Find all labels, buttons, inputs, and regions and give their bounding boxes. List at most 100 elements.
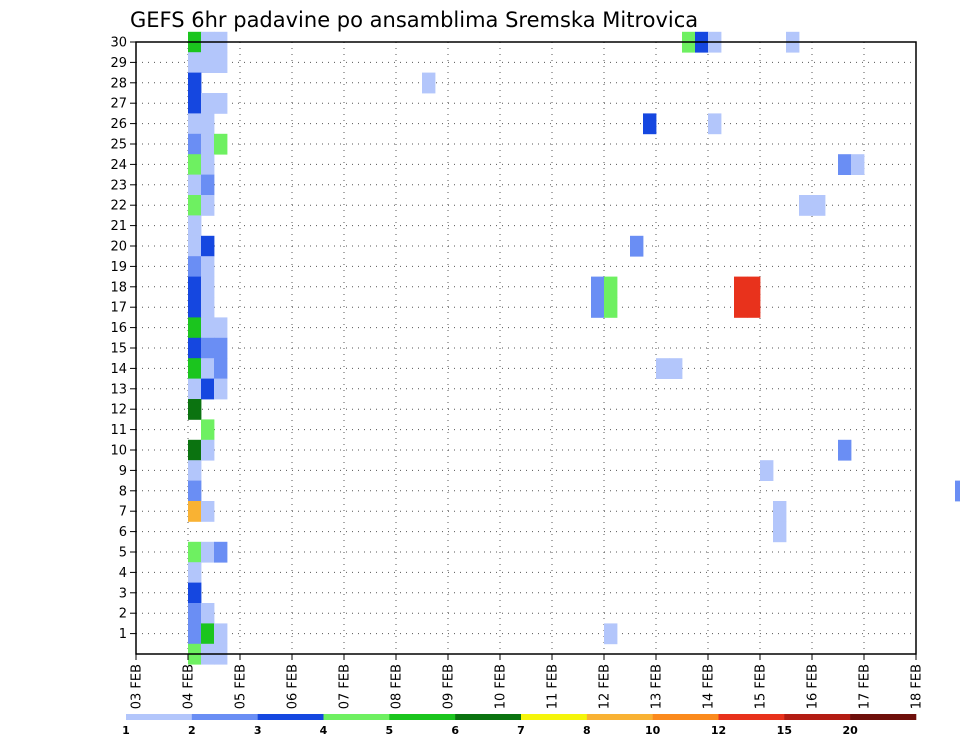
precip-cell <box>201 235 215 257</box>
precip-cell <box>188 562 202 583</box>
x-tick-label: 11 FEB <box>546 664 561 709</box>
precip-cell <box>188 215 202 237</box>
colorbar-level-label: 12 <box>711 724 726 737</box>
y-tick-label: 15 <box>110 342 127 357</box>
y-tick-label: 23 <box>110 178 127 193</box>
precip-cell <box>773 501 787 522</box>
precip-cell <box>188 317 202 339</box>
precip-cell <box>604 276 618 298</box>
y-tick-label: 6 <box>119 525 127 540</box>
precip-cell <box>201 623 215 645</box>
precip-cell <box>773 521 787 543</box>
x-tick-label: 15 FEB <box>754 664 769 709</box>
y-tick-label: 29 <box>110 56 127 71</box>
precip-cell <box>188 501 202 522</box>
colorbar-level-label: 7 <box>517 724 525 737</box>
y-tick-label: 22 <box>110 199 127 214</box>
precip-cell <box>214 337 228 359</box>
chart-title: GEFS 6hr padavine po ansamblima Sremska … <box>130 8 698 32</box>
y-tick-label: 30 <box>110 36 127 51</box>
precip-cell <box>188 195 202 216</box>
y-tick-label: 14 <box>110 362 127 377</box>
precip-cell <box>188 480 202 502</box>
y-tick-label: 7 <box>119 505 127 520</box>
x-tick-label: 10 FEB <box>494 664 509 709</box>
colorbar-segment <box>586 714 653 720</box>
precip-cell <box>838 439 852 461</box>
precip-cell <box>188 358 202 379</box>
precip-cell <box>591 276 605 298</box>
precip-cell <box>188 276 202 298</box>
y-tick-label: 17 <box>110 301 127 316</box>
y-tick-label: 26 <box>110 117 127 132</box>
colorbar-segment <box>718 714 785 720</box>
precip-cell <box>747 297 761 318</box>
y-tick-label: 19 <box>110 260 127 275</box>
precip-cell <box>955 480 960 502</box>
x-tick-label: 13 FEB <box>650 664 665 709</box>
colorbar-level-label: 10 <box>645 724 661 737</box>
colorbar-segment <box>850 714 917 720</box>
y-tick-label: 5 <box>119 546 127 561</box>
x-tick-label: 16 FEB <box>806 664 821 709</box>
precip-cell <box>201 195 215 216</box>
x-tick-label: 18 FEB <box>910 664 925 709</box>
precip-cell <box>734 297 748 318</box>
colorbar-level-label: 5 <box>386 724 394 737</box>
colorbar-level-label: 1 <box>122 724 130 737</box>
colorbar-level-label: 8 <box>583 724 591 737</box>
precip-cell <box>201 358 215 379</box>
precip-cell <box>604 297 618 318</box>
precip-cell <box>201 133 215 155</box>
precip-cell <box>188 541 202 563</box>
precip-cell <box>214 358 228 379</box>
precip-cell <box>201 378 215 400</box>
precip-cell <box>188 582 202 604</box>
precip-cell <box>201 541 215 563</box>
x-tick-label: 04 FEB <box>182 664 197 709</box>
precip-cell <box>188 256 202 277</box>
y-tick-label: 13 <box>110 382 127 397</box>
y-tick-label: 21 <box>110 219 127 234</box>
y-tick-label: 18 <box>110 280 127 295</box>
precip-cell <box>188 93 202 114</box>
precip-cell <box>188 439 202 461</box>
colorbar-segment <box>521 714 588 720</box>
precip-cell <box>188 623 202 645</box>
precip-cell <box>201 297 215 318</box>
precip-cell <box>201 154 215 175</box>
precip-cell <box>201 93 215 114</box>
precip-cell <box>188 297 202 318</box>
y-tick-label: 25 <box>110 138 127 153</box>
precip-cell <box>760 460 774 481</box>
y-tick-label: 12 <box>110 403 127 418</box>
y-tick-label: 3 <box>119 586 127 601</box>
precip-cell <box>214 52 228 73</box>
precip-cell <box>656 358 670 379</box>
plot-grid <box>136 41 916 654</box>
precip-cell <box>604 623 618 645</box>
precip-cell <box>188 460 202 481</box>
precip-cell <box>188 235 202 257</box>
y-tick-label: 2 <box>119 607 127 622</box>
precipitation-cells <box>188 31 960 665</box>
precip-cell <box>422 72 436 94</box>
colorbar-level-label: 15 <box>777 724 792 737</box>
precip-cell <box>669 358 683 379</box>
x-tick-label: 12 FEB <box>598 664 613 709</box>
y-tick-label: 28 <box>110 76 127 91</box>
x-tick-label: 06 FEB <box>286 664 301 709</box>
precip-cell <box>201 174 215 196</box>
x-tick-label: 03 FEB <box>130 664 145 709</box>
precip-cell <box>630 235 644 257</box>
y-tick-label: 8 <box>119 484 127 499</box>
y-tick-label: 9 <box>119 464 127 479</box>
y-tick-label: 10 <box>110 444 127 459</box>
colorbar-segment <box>323 714 390 720</box>
precip-cell <box>188 133 202 155</box>
precip-cell <box>708 113 722 135</box>
colorbar-level-label: 6 <box>451 724 459 737</box>
colorbar-segment <box>257 714 324 720</box>
x-tick-label: 05 FEB <box>234 664 249 709</box>
